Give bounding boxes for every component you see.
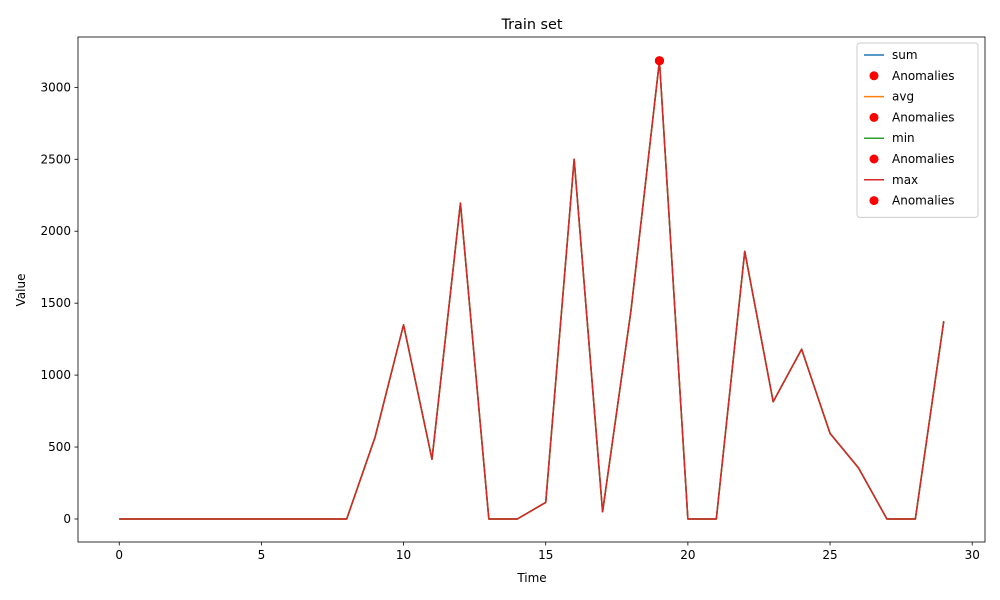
x-tick-label-25: 25 — [822, 548, 837, 562]
y-tick-label-3000: 3000 — [40, 80, 71, 94]
x-tick-label-15: 15 — [538, 548, 553, 562]
legend-marker-anomalies — [869, 154, 879, 164]
axes-frame — [77, 36, 986, 543]
legend-marker-anomalies — [869, 112, 879, 122]
legend-label: max — [892, 173, 918, 187]
x-tick-label-20: 20 — [680, 548, 695, 562]
x-tick-label-30: 30 — [965, 548, 980, 562]
legend-label: Anomalies — [892, 194, 955, 208]
x-tick-label-0: 0 — [115, 548, 123, 562]
plot-area — [78, 37, 985, 542]
legend-label: Anomalies — [892, 152, 955, 166]
legend-marker-anomalies — [869, 196, 879, 206]
x-tick-label-5: 5 — [258, 548, 266, 562]
legend: sum Anomalies avg Anomalies min Anomalies max A… — [856, 42, 979, 218]
y-tick-label-0: 0 — [63, 512, 71, 526]
legend-label: Anomalies — [892, 110, 955, 124]
y-axis-label: Value — [14, 274, 28, 307]
axes: 0 5 10 15 20 25 30 0 500 1000 1500 2000 2500 3000 — [40, 36, 986, 562]
series-line-max — [119, 59, 945, 520]
legend-marker-anomalies — [869, 71, 879, 81]
legend-label: min — [892, 131, 915, 145]
legend-label: Anomalies — [892, 69, 955, 83]
y-tick-label-1000: 1000 — [40, 368, 71, 382]
y-tick-label-2000: 2000 — [40, 224, 71, 238]
anomaly-point-max — [654, 56, 664, 66]
chart-title: Train set — [500, 17, 562, 33]
x-axis-label: Time — [516, 571, 546, 585]
x-tick-label-10: 10 — [396, 548, 411, 562]
y-tick-label-1500: 1500 — [40, 296, 71, 310]
series-layer — [119, 56, 945, 520]
y-tick-label-2500: 2500 — [40, 152, 71, 166]
y-tick-label-500: 500 — [48, 440, 71, 454]
plot-background — [78, 37, 985, 542]
legend-label: avg — [892, 90, 914, 104]
legend-label: sum — [892, 48, 918, 62]
legend-box — [856, 42, 979, 218]
